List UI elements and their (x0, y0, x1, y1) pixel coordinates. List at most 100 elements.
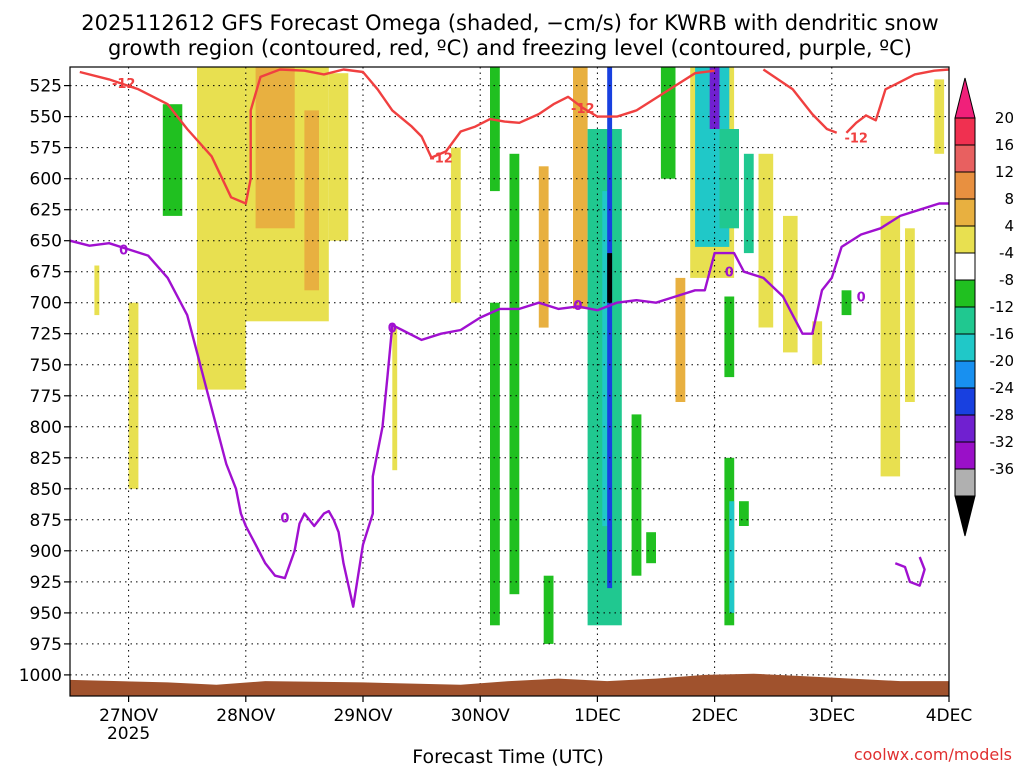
colorbar-label: -4 (999, 244, 1014, 262)
colorbar-swatch (954, 387, 976, 416)
chart-title-line2: growth region (contoured, red, ºC) and f… (108, 36, 912, 60)
colorbar-label: -12 (990, 298, 1015, 316)
freezing-level-contour-label: 0 (119, 243, 128, 258)
y-tick-label: 850 (30, 480, 62, 500)
contours: -12 -12 -12 -12 0 0 0 0 0 0 (70, 68, 949, 608)
y-tick-label: 575 (30, 139, 62, 159)
y-tick-label: 875 (30, 511, 62, 531)
colorbar-top-arrow (954, 77, 976, 119)
freezing-level-contour-label: 0 (725, 266, 734, 281)
omega-region (543, 575, 554, 644)
colorbar-swatch (954, 360, 976, 389)
y-axis: 525 550 575 600 625 650 675 700 725 750 775 800 825 8… (19, 77, 70, 686)
omega-region (905, 228, 915, 402)
credit-text: coolwx.com/models (854, 745, 1012, 764)
colorbar-swatch (954, 144, 976, 173)
y-tick-label: 675 (30, 263, 62, 283)
y-tick-label: 950 (30, 604, 62, 624)
omega-region (739, 501, 749, 526)
plot-frame (69, 66, 950, 697)
colorbar-label: -20 (990, 352, 1015, 370)
y-tick-label: 775 (30, 387, 62, 407)
colorbar-swatch (954, 279, 976, 308)
omega-region (675, 277, 686, 402)
x-axis-label: Forecast Time (UTC) (412, 746, 603, 768)
omega-region (573, 67, 588, 309)
x-tick-label: 4DEC (926, 706, 973, 726)
snow-growth-contour-label: -12 (571, 102, 595, 117)
omega-region (392, 327, 398, 471)
omega-region (509, 153, 520, 595)
snow-growth-contour-label: -12 (844, 132, 868, 147)
y-tick-label: 750 (30, 356, 62, 376)
omega-region (450, 147, 461, 303)
y-tick-label: 625 (30, 201, 62, 221)
y-tick-label: 650 (30, 232, 62, 252)
omega-region (783, 215, 798, 353)
colorbar: 20 16 12 8 4 -4 -8 -12 -16 -20 -24 -28 -32 -36 (954, 77, 1015, 537)
terrain-fill (70, 673, 949, 696)
freezing-level-contour-line (894, 556, 926, 587)
omega-region (94, 265, 100, 316)
y-tick-label: 725 (30, 325, 62, 345)
y-tick-label: 900 (30, 542, 62, 562)
colorbar-label: -36 (990, 460, 1015, 478)
y-tick-label: 600 (30, 170, 62, 190)
x-tick-sublabel: 2025 (107, 724, 150, 744)
colorbar-label: -8 (999, 271, 1014, 289)
y-tick-label: 825 (30, 449, 62, 469)
omega-region (255, 67, 295, 229)
snow-growth-contour-label: -12 (112, 77, 136, 92)
omega-region (719, 129, 739, 229)
omega-region (631, 414, 642, 576)
colorbar-bottom-arrow (954, 495, 976, 537)
colorbar-swatch (954, 333, 976, 362)
omega-region (538, 166, 549, 328)
freezing-level-contour-label: 0 (280, 511, 289, 526)
x-tick-label: 30NOV (451, 706, 510, 726)
omega-region (328, 73, 349, 241)
colorbar-label: -28 (990, 406, 1015, 424)
omega-region (729, 501, 735, 613)
omega-region (304, 110, 319, 291)
omega-region (128, 302, 139, 489)
colorbar-swatch (954, 306, 976, 335)
colorbar-label: 20 (995, 109, 1014, 127)
x-tick-label: 3DEC (809, 706, 856, 726)
omega-region (646, 532, 656, 564)
chart-title-line1: 2025112612 GFS Forecast Omega (shaded, −… (81, 11, 938, 35)
colorbar-swatch (954, 225, 976, 254)
omega-shading (94, 67, 945, 644)
y-tick-label: 925 (30, 573, 62, 593)
colorbar-swatch (954, 441, 976, 470)
snow-growth-contour-label: -12 (429, 152, 453, 167)
snow-growth-contour-line (845, 68, 949, 134)
omega-region (607, 253, 613, 303)
omega-region (812, 321, 823, 365)
colorbar-swatch (954, 468, 976, 497)
omega-region (197, 67, 246, 390)
colorbar-label: 12 (995, 163, 1014, 181)
colorbar-label: 4 (1004, 217, 1014, 235)
omega-region (607, 67, 613, 589)
omega-region (490, 302, 500, 626)
freezing-level-contour-label: 0 (388, 322, 397, 337)
x-tick-label: 1DEC (574, 706, 621, 726)
x-tick-label: 27NOV (99, 706, 158, 726)
y-tick-label: 975 (30, 635, 62, 655)
omega-region (660, 67, 676, 179)
freezing-level-contour-label: 0 (573, 299, 582, 314)
colorbar-label: 16 (995, 136, 1014, 154)
terrain (70, 673, 949, 696)
colorbar-label: -16 (990, 325, 1015, 343)
colorbar-label: 8 (1004, 190, 1014, 208)
x-tick-label: 2DEC (691, 706, 738, 726)
omega-region (724, 296, 735, 378)
colorbar-swatch (954, 252, 976, 281)
y-tick-label: 800 (30, 418, 62, 438)
y-tick-label: 525 (30, 77, 62, 97)
omega-region (758, 153, 774, 328)
x-tick-label: 29NOV (333, 706, 392, 726)
